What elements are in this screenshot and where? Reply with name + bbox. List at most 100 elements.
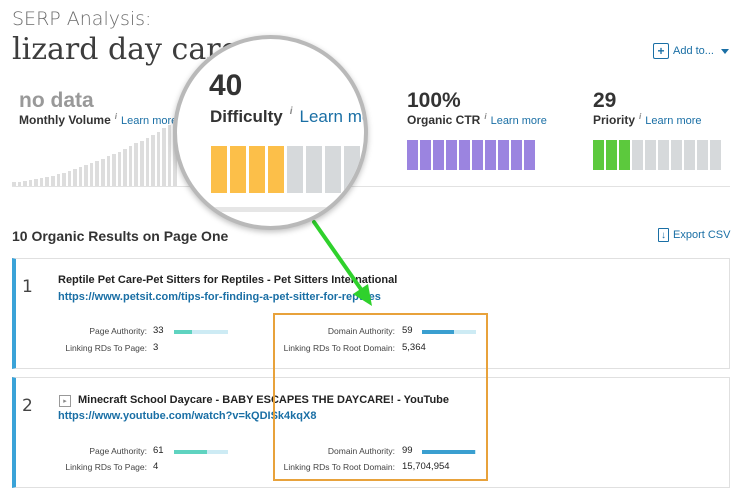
page-subtitle: SERP Analysis: <box>12 8 152 30</box>
result-rank: 2 <box>22 396 33 416</box>
domain-authority-label: Domain Authority: <box>327 446 395 456</box>
page-authority-label: Page Authority: <box>89 326 147 336</box>
volume-histogram-bar <box>145 137 150 186</box>
add-to-label: Add to... <box>673 45 714 57</box>
volume-histogram-bar <box>17 181 22 186</box>
ctr-segment <box>446 140 457 170</box>
priority-segment <box>645 140 656 170</box>
volume-histogram-bar <box>56 174 61 186</box>
priority-label-group: Priority i Learn more <box>593 112 702 127</box>
plus-icon: + <box>653 43 669 59</box>
ctr-label: Organic CTR <box>407 113 481 127</box>
volume-histogram-bar <box>123 148 127 186</box>
ctr-value: 100% <box>407 89 461 112</box>
difficulty-value: 40 <box>209 69 243 102</box>
volume-label: Monthly Volume <box>19 113 111 127</box>
info-icon[interactable]: i <box>484 112 487 121</box>
ctr-learn-more-link[interactable]: Learn more <box>490 115 547 127</box>
volume-value: no data <box>19 89 94 112</box>
volume-learn-more-link[interactable]: Learn more <box>121 115 178 127</box>
volume-histogram-bar <box>73 169 77 186</box>
volume-histogram-bar <box>106 156 111 186</box>
difficulty-segment <box>287 146 303 193</box>
result-url-link[interactable]: https://www.youtube.com/watch?v=kQDISk4k… <box>58 410 317 422</box>
volume-histogram-bar <box>62 172 66 186</box>
difficulty-segment <box>268 146 284 193</box>
volume-histogram-bar <box>112 154 116 186</box>
difficulty-segment <box>306 146 322 193</box>
priority-segment <box>658 140 669 170</box>
volume-histogram-bar <box>67 171 72 186</box>
priority-value: 29 <box>593 89 617 112</box>
volume-histogram-bar <box>156 131 161 186</box>
ctr-segment <box>472 140 483 170</box>
volume-histogram-bar <box>128 146 133 186</box>
difficulty-segment <box>325 146 341 193</box>
volume-histogram-bar <box>162 128 166 186</box>
chevron-down-icon <box>720 48 729 54</box>
linking-rds-page-label: Linking RDs To Page: <box>65 462 147 472</box>
volume-histogram-bar <box>89 163 94 186</box>
difficulty-segment <box>249 146 265 193</box>
result-url-link[interactable]: https://www.petsit.com/tips-for-finding-… <box>58 291 381 303</box>
priority-segment <box>606 140 617 170</box>
domain-authority-bar <box>422 450 476 454</box>
volume-histogram-bar <box>50 175 55 186</box>
linking-rds-root-value: 5,364 <box>402 342 426 353</box>
difficulty-segment <box>211 146 227 193</box>
difficulty-bar-meter <box>211 146 364 193</box>
info-icon[interactable]: i <box>114 112 118 121</box>
priority-segment <box>671 140 682 170</box>
results-heading: 10 Organic Results on Page One <box>12 228 229 244</box>
ctr-label-group: Organic CTR i Learn more <box>407 112 547 127</box>
priority-segment <box>593 140 604 170</box>
priority-label: Priority <box>593 113 636 127</box>
ctr-segment <box>485 140 496 170</box>
page-title: lizard day care <box>12 32 239 67</box>
linking-rds-root-label: Linking RDs To Root Domain: <box>283 462 395 472</box>
priority-learn-more-link[interactable]: Learn more <box>645 115 702 127</box>
metrics-divider <box>12 186 730 187</box>
linking-rds-page-value: 3 <box>153 342 159 353</box>
domain-authority-value: 99 <box>402 445 413 456</box>
difficulty-learn-more-link[interactable]: Learn more <box>299 107 364 126</box>
difficulty-label-group: Difficulty i Learn more <box>210 106 364 127</box>
page-authority-bar <box>174 450 228 454</box>
result-title: Reptile Pet Care-Pet Sitters for Reptile… <box>58 274 398 286</box>
info-icon[interactable]: i <box>639 112 642 121</box>
volume-histogram-bar <box>28 180 33 186</box>
info-icon[interactable]: i <box>289 106 293 117</box>
lens-divider <box>177 207 364 212</box>
export-csv-button[interactable]: ↓ Export CSV <box>658 228 730 242</box>
result-rank: 1 <box>22 277 33 297</box>
export-csv-label: Export CSV <box>673 229 731 241</box>
difficulty-label: Difficulty <box>210 107 283 126</box>
linking-rds-root-value: 15,704,954 <box>402 461 450 472</box>
volume-histogram-bar <box>101 158 105 186</box>
priority-segment <box>684 140 695 170</box>
add-to-button[interactable]: + Add to... <box>653 43 729 59</box>
difficulty-segment <box>363 146 364 193</box>
volume-histogram-bar <box>12 182 16 186</box>
volume-histogram-bar <box>84 165 88 186</box>
video-thumbnail-icon: ▸ <box>59 395 71 407</box>
domain-authority-label: Domain Authority: <box>327 326 395 336</box>
result-card <box>12 377 730 488</box>
ctr-segment <box>459 140 470 170</box>
ctr-segment <box>524 140 535 170</box>
page-authority-value: 61 <box>153 445 164 456</box>
annotation-highlight-box <box>273 313 488 481</box>
ctr-segment <box>407 140 418 170</box>
ctr-segment <box>420 140 431 170</box>
volume-histogram-bar <box>167 125 172 186</box>
volume-histogram-bar <box>151 134 155 186</box>
linking-rds-root-label: Linking RDs To Root Domain: <box>283 343 395 353</box>
domain-authority-value: 59 <box>402 325 413 336</box>
domain-authority-bar <box>422 330 476 334</box>
ctr-segment <box>498 140 509 170</box>
download-icon: ↓ <box>658 228 669 242</box>
volume-histogram-bar <box>45 177 49 186</box>
volume-histogram-bar <box>39 178 44 186</box>
page-authority-label: Page Authority: <box>89 446 147 456</box>
